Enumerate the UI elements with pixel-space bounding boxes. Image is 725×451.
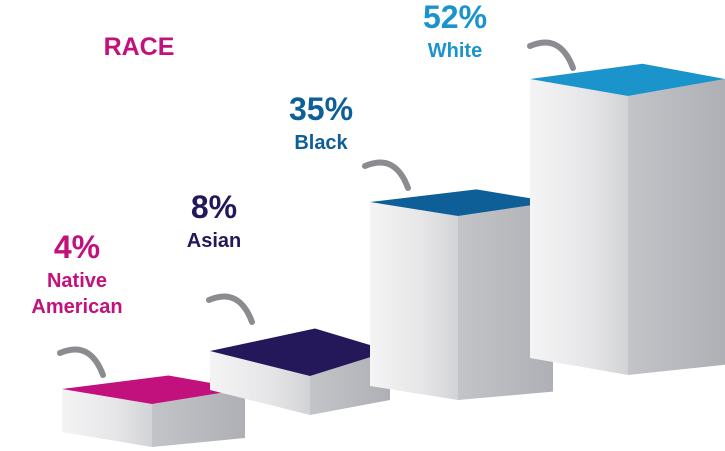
value-label: 8%	[191, 189, 237, 225]
bar-front-face	[62, 389, 152, 447]
bar-black	[370, 189, 553, 400]
bar-side-face	[152, 389, 245, 447]
curved-arrow-icon	[362, 159, 411, 191]
category-label: Native	[47, 270, 107, 292]
bar-top-cap	[62, 375, 245, 404]
curved-arrow-icon	[527, 39, 576, 71]
bar-top-cap	[210, 328, 390, 376]
curved-arrow-icon	[57, 346, 106, 378]
category-label: Asian	[187, 230, 241, 252]
bar-front-face	[210, 351, 310, 415]
category-label: White	[428, 40, 482, 62]
category-label: Black	[294, 132, 348, 154]
value-label: 4%	[54, 229, 100, 265]
value-label: 52%	[423, 0, 487, 35]
bar-native-american	[62, 375, 245, 447]
bar-front-face	[370, 202, 458, 400]
bars-group	[62, 63, 725, 447]
bar-side-face	[628, 79, 725, 375]
labels-group: 4% Native American 8% Asian 35% Black 52% White	[31, 0, 576, 378]
value-label: 35%	[289, 91, 353, 127]
bar-front-face	[530, 79, 628, 375]
bar-top-cap	[370, 189, 553, 216]
chart-title: RACE	[104, 33, 175, 61]
bar-white	[530, 63, 725, 375]
bar-top-cap	[530, 63, 725, 96]
bar-side-face	[458, 202, 553, 400]
category-label: American	[31, 296, 122, 318]
curved-arrow-icon	[206, 293, 255, 325]
